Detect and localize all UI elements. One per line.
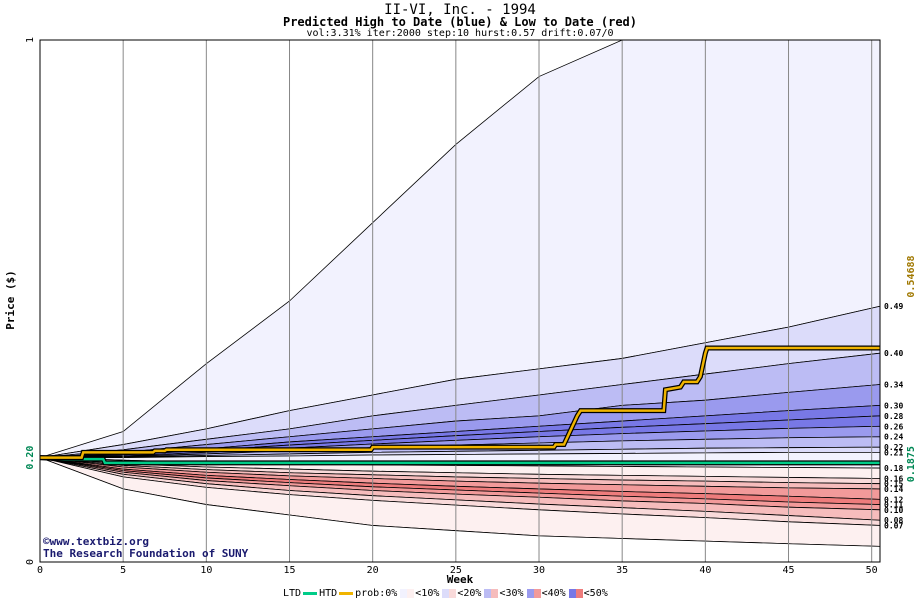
end-percentile-label: 0.18 [884, 464, 903, 473]
end-percentile-label: 0.26 [884, 422, 903, 431]
legend-bin-40-swatch [526, 589, 541, 598]
legend-ltd-swatch [303, 592, 318, 595]
x-tick-label: 50 [866, 565, 878, 576]
end-percentile-label: 0.30 [884, 401, 903, 410]
x-tick-label: 0 [37, 565, 43, 576]
y-tick-label: 0.20 [25, 446, 36, 470]
right-axis-label: 0.1875 [906, 446, 917, 482]
x-tick-label: 15 [283, 565, 295, 576]
x-tick-label: 5 [120, 565, 126, 576]
end-percentile-label: 0.49 [884, 302, 903, 311]
legend-bin-20-swatch [442, 589, 457, 598]
x-tick-label: 40 [699, 565, 711, 576]
end-percentile-label: 0.16 [884, 474, 903, 483]
end-percentile-label: 0.40 [884, 349, 903, 358]
x-axis-label: Week [447, 573, 474, 586]
x-tick-label: 10 [200, 565, 212, 576]
legend-bin-50-swatch [568, 589, 583, 598]
ltd-band-outer [40, 457, 880, 562]
plot-frame [39, 39, 881, 563]
end-percentile-label: 0.10 [884, 506, 903, 515]
legend-bin-10: <10% [415, 588, 440, 599]
y-tick-label: 1 [25, 37, 36, 43]
y-tick-labels: 0 0.20 1 [25, 37, 36, 565]
x-tick-label: 20 [367, 565, 379, 576]
right-axis-labels: 0.54688 0.1875 [906, 255, 917, 482]
watermark-url: ©www.textbiz.org [43, 535, 149, 548]
htd-bands [39, 39, 881, 469]
end-percentile-label: 0.34 [884, 381, 903, 390]
end-percentile-label: 0.08 [884, 516, 903, 525]
legend-bin-40: <40% [541, 588, 566, 599]
legend-htd-label: HTD [319, 588, 338, 599]
x-tick-label: 25 [450, 565, 462, 576]
x-tick-label: 30 [533, 565, 545, 576]
legend-bin-50: <50% [583, 588, 608, 599]
end-percentile-label: 0.14 [884, 485, 903, 494]
y-axis-label: Price ($) [4, 270, 17, 330]
legend-bin-20: <20% [457, 588, 482, 599]
series-lines [39, 345, 880, 466]
legend-htd-swatch [339, 592, 354, 595]
legend-bin-30-swatch [484, 589, 499, 598]
end-percentile-label: 0.28 [884, 412, 903, 421]
page-title: II-VI, Inc. - 1994 [384, 2, 536, 18]
x-tick-label: 35 [616, 565, 628, 576]
simulation-params: vol:3.31% iter:2000 step:10 hurst:0.57 d… [306, 28, 614, 39]
end-percentile-labels: 0.49 0.40 0.34 0.30 0.280.26 0.240.220.21 0.18… [884, 302, 903, 530]
end-percentile-label: 0.12 [884, 495, 903, 504]
legend-bin-30: <30% [499, 588, 524, 599]
x-tick-labels: 0 5 10 15 20 25 30 35 40 45 50 [37, 565, 878, 576]
legend-ltd-label: LTD [283, 588, 302, 599]
end-percentile-label: 0.15 [884, 480, 903, 489]
grid-lines [122, 40, 873, 562]
end-percentile-label: 0.07 [884, 521, 903, 530]
legend-prob-label: prob:0% [355, 588, 398, 599]
watermark-org: The Research Foundation of SUNY [43, 547, 249, 560]
htd-line [40, 346, 880, 459]
x-tick-label: 45 [782, 565, 794, 576]
end-percentile-label: 0.24 [884, 433, 903, 442]
end-percentile-label: 0.11 [884, 501, 903, 510]
end-percentile-label: 0.22 [884, 443, 903, 452]
y-tick-label: 0 [25, 559, 36, 565]
legend-bin-10-swatch [400, 589, 415, 598]
legend: LTD HTD prob:0% <10% <20% <30% <40% <50% [283, 588, 608, 599]
chart-subtitle: Predicted High to Date (blue) & Low to D… [282, 15, 637, 29]
end-percentile-label: 0.21 [884, 448, 903, 457]
right-axis-label: 0.54688 [906, 255, 917, 297]
